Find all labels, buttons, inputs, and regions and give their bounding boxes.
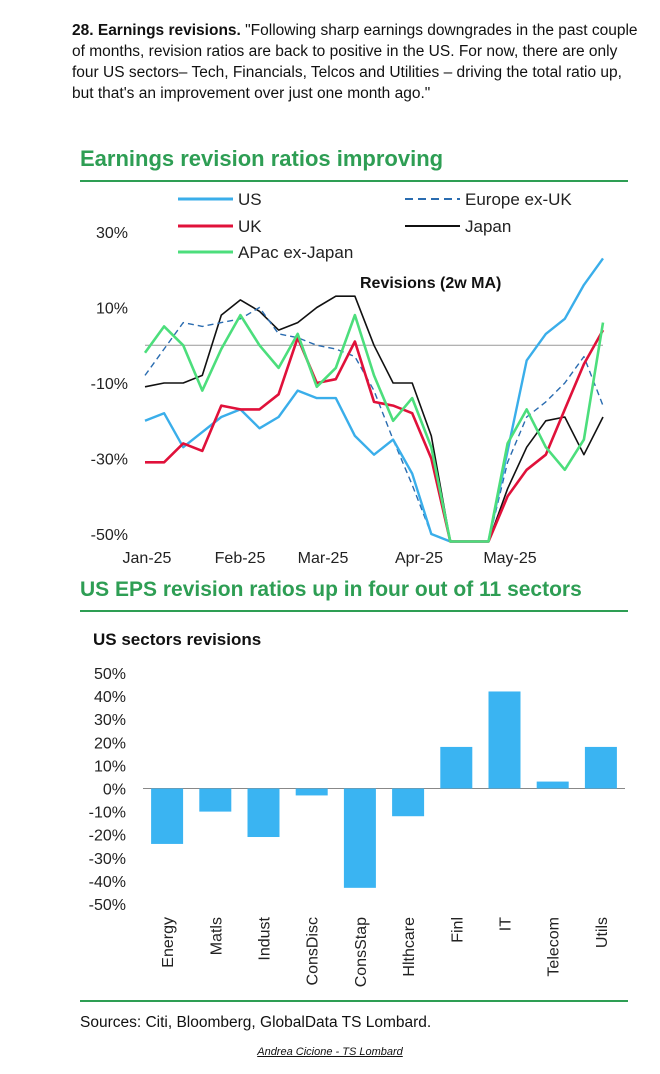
intro-text: 28. Earnings revisions. "Following sharp… — [72, 20, 642, 104]
bar-category-label: Matls — [208, 917, 225, 955]
bar-y-tick-label: 20% — [94, 735, 126, 752]
x-tick-label: Apr-25 — [395, 550, 443, 567]
legend-label: Japan — [465, 217, 511, 236]
bar-telecom — [536, 781, 569, 789]
bar-indust — [247, 788, 280, 838]
bar-consstap — [343, 788, 376, 888]
bar-category-label: Energy — [160, 917, 177, 968]
bar-y-tick-label: 30% — [94, 712, 126, 729]
bar-y-tick-label: 10% — [94, 758, 126, 775]
x-tick-label: Jan-25 — [123, 550, 172, 567]
intro-body: "Following sharp earnings downgrades in … — [72, 22, 638, 102]
legend-label: US — [238, 190, 262, 209]
y-tick-label: -50% — [91, 527, 128, 544]
chart-annotation: Revisions (2w MA) — [360, 275, 501, 292]
series-line-europe-ex-uk — [144, 306, 604, 543]
bar-y-tick-label: 0% — [103, 782, 126, 799]
bar-category-label: IT — [498, 917, 515, 931]
y-tick-label: 10% — [96, 301, 128, 318]
bar-energy — [151, 788, 184, 844]
bar-y-tick-label: -10% — [89, 805, 126, 822]
bar-category-label: Telecom — [546, 917, 563, 977]
bar-chart-title: US EPS revision ratios up in four out of… — [80, 578, 582, 601]
bar-chart-rule — [80, 610, 628, 612]
bar-finl — [440, 746, 473, 789]
bar-matls — [199, 788, 232, 812]
author-link[interactable]: Andrea Cicione - TS Lombard — [257, 1046, 403, 1058]
bar-category-label: ConsStap — [353, 917, 370, 987]
legend-label: APac ex-Japan — [238, 243, 353, 262]
bar-consdisc — [295, 788, 328, 796]
legend-label: UK — [238, 217, 262, 236]
bar-y-tick-label: 50% — [94, 666, 126, 683]
bar-hlthcare — [392, 788, 425, 817]
legend-label: Europe ex-UK — [465, 190, 572, 209]
bar-chart-subtitle: US sectors revisions — [93, 630, 261, 649]
line-chart-title: Earnings revision ratios improving — [80, 146, 444, 171]
x-tick-label: Feb-25 — [215, 550, 266, 567]
bar-y-tick-label: -20% — [89, 828, 126, 845]
series-line-uk — [145, 329, 605, 543]
y-tick-label: -10% — [91, 376, 128, 393]
x-tick-label: May-25 — [483, 550, 536, 567]
bar-category-label: Utils — [594, 917, 611, 948]
bar-y-tick-label: -30% — [89, 851, 126, 868]
bar-category-label: ConsDisc — [305, 917, 322, 985]
bar-y-tick-label: 40% — [94, 689, 126, 706]
bottom-rule — [80, 1000, 628, 1002]
line-chart-rule — [80, 180, 628, 182]
bar-y-tick-label: -50% — [89, 897, 126, 914]
bar-category-label: Finl — [449, 917, 466, 943]
y-tick-label: 30% — [96, 225, 128, 242]
bar-y-tick-label: -40% — [89, 874, 126, 891]
x-tick-label: Mar-25 — [298, 550, 349, 567]
bar-utils — [584, 746, 617, 789]
intro-number-title: 28. Earnings revisions. — [72, 22, 241, 39]
bar-category-label: Indust — [257, 916, 274, 960]
bar-it — [488, 691, 521, 789]
series-line-japan — [144, 295, 604, 543]
bar-category-label: Hlthcare — [401, 917, 418, 977]
y-tick-label: -30% — [91, 452, 128, 469]
series-line-apac-ex-japan — [143, 313, 605, 543]
series-line-us — [144, 257, 604, 543]
sources-text: Sources: Citi, Bloomberg, GlobalData TS … — [80, 1014, 432, 1031]
